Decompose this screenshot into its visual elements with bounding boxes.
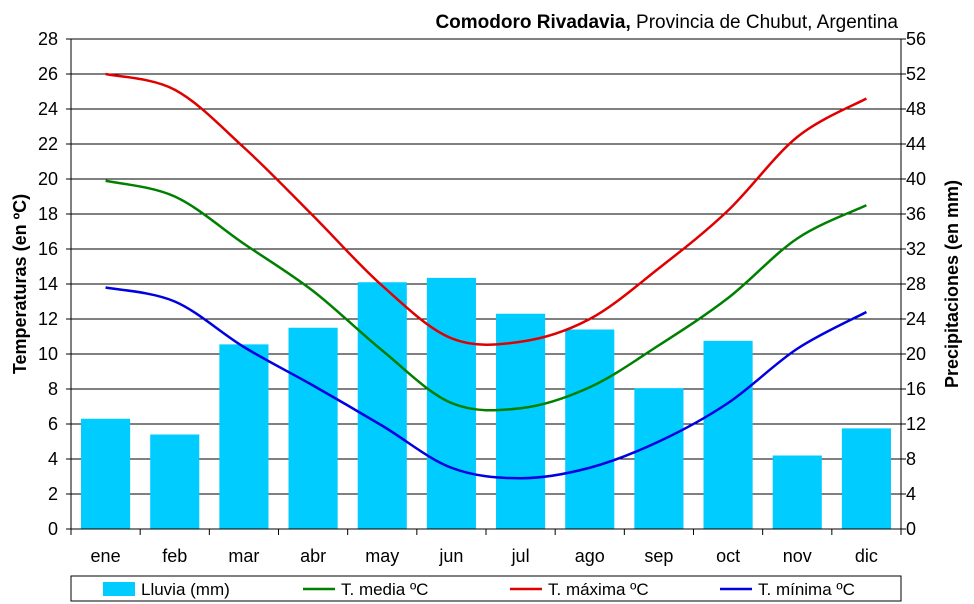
temperature-lines bbox=[105, 72, 868, 480]
temperature-line bbox=[105, 286, 868, 480]
precip-bar bbox=[219, 344, 269, 529]
right-axis-title: Precipitaciones (en mm) bbox=[942, 180, 962, 388]
left-tick-label: 28 bbox=[38, 29, 58, 49]
legend-swatch-bar bbox=[103, 582, 135, 596]
left-tick-label: 16 bbox=[38, 239, 58, 259]
precip-bar bbox=[357, 282, 407, 529]
chart-title-rest: Provincia de Chubut, Argentina bbox=[631, 12, 899, 33]
precip-bar bbox=[703, 340, 753, 529]
legend-frame bbox=[70, 575, 902, 602]
right-tick-label: 44 bbox=[906, 134, 926, 154]
left-tick-label: 6 bbox=[48, 414, 58, 434]
left-tick-label: 2 bbox=[48, 484, 58, 504]
x-tick-label: may bbox=[365, 546, 399, 566]
x-tick-label: feb bbox=[162, 546, 187, 566]
precipitation-bars bbox=[81, 277, 891, 529]
right-tick-label: 4 bbox=[906, 484, 916, 504]
right-tick-label: 20 bbox=[906, 344, 926, 364]
left-tick-label: 0 bbox=[48, 519, 58, 539]
temperature-line bbox=[105, 72, 868, 346]
precip-bar bbox=[496, 313, 546, 529]
x-tick-label: dic bbox=[855, 546, 878, 566]
left-tick-label: 26 bbox=[38, 64, 58, 84]
x-tick-label: sep bbox=[644, 546, 673, 566]
x-tick-label: nov bbox=[783, 546, 812, 566]
precip-bar bbox=[288, 327, 338, 529]
left-tick-label: 10 bbox=[38, 344, 58, 364]
right-tick-label: 12 bbox=[906, 414, 926, 434]
right-tick-label: 48 bbox=[906, 99, 926, 119]
left-tick-label: 8 bbox=[48, 379, 58, 399]
precip-bar bbox=[565, 329, 615, 529]
legend: Lluvia (mm) T. media ºC T. máxima ºC T. mín… bbox=[70, 575, 902, 602]
left-axis-title: Temperaturas (en ºC) bbox=[10, 194, 30, 374]
temperature-line bbox=[105, 179, 867, 412]
precip-bar bbox=[150, 434, 200, 529]
right-tick-label: 28 bbox=[906, 274, 926, 294]
precip-bar bbox=[81, 418, 131, 529]
legend-label: T. media ºC bbox=[341, 580, 428, 599]
right-tick-label: 24 bbox=[906, 309, 926, 329]
right-tick-label: 56 bbox=[906, 29, 926, 49]
left-tick-label: 14 bbox=[38, 274, 58, 294]
right-tick-label: 16 bbox=[906, 379, 926, 399]
legend-label: T. mínima ºC bbox=[758, 580, 855, 599]
right-tick-label: 52 bbox=[906, 64, 926, 84]
left-tick-label: 22 bbox=[38, 134, 58, 154]
left-tick-label: 4 bbox=[48, 449, 58, 469]
x-tick-label: jul bbox=[511, 546, 530, 566]
x-tick-label: mar bbox=[228, 546, 259, 566]
left-tick-label: 18 bbox=[38, 204, 58, 224]
right-tick-label: 8 bbox=[906, 449, 916, 469]
left-tick-label: 20 bbox=[38, 169, 58, 189]
left-tick-label: 12 bbox=[38, 309, 58, 329]
precip-bar bbox=[634, 388, 684, 529]
left-tick-label: 24 bbox=[38, 99, 58, 119]
right-tick-label: 0 bbox=[906, 519, 916, 539]
precip-bar bbox=[772, 455, 822, 529]
x-tick-label: ago bbox=[575, 546, 605, 566]
right-tick-label: 40 bbox=[906, 169, 926, 189]
grid-lines bbox=[71, 73, 901, 495]
x-tick-label: abr bbox=[300, 546, 326, 566]
x-tick-label: ene bbox=[91, 546, 121, 566]
chart-title: Comodoro Rivadavia, Provincia de Chubut,… bbox=[435, 12, 898, 33]
right-tick-label: 36 bbox=[906, 204, 926, 224]
chart-title-bold: Comodoro Rivadavia, bbox=[435, 12, 630, 33]
x-axis-ticks: ene feb mar abr may jun jul ago sep oct nov dic bbox=[70, 529, 902, 566]
x-tick-label: oct bbox=[716, 546, 740, 566]
precip-bar bbox=[841, 428, 891, 529]
right-tick-label: 32 bbox=[906, 239, 926, 259]
x-tick-label: jun bbox=[438, 546, 463, 566]
legend-label: Lluvia (mm) bbox=[141, 580, 230, 599]
legend-label: T. máxima ºC bbox=[548, 580, 649, 599]
